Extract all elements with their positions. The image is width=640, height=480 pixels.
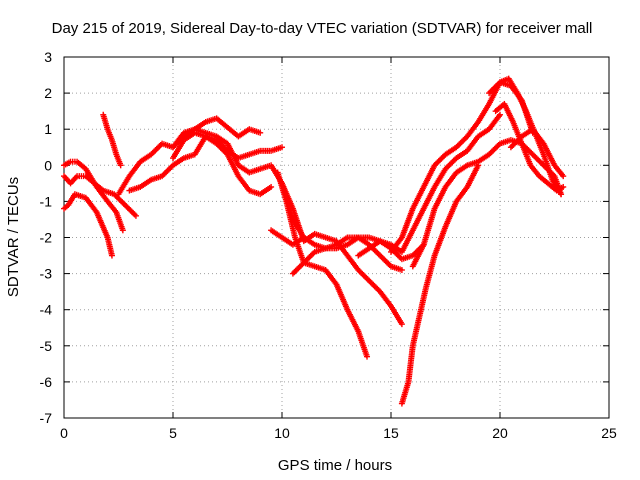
x-tick-label: 20 bbox=[492, 425, 508, 441]
series-track-1 bbox=[61, 191, 115, 259]
x-axis-ticks: 0 5 10 15 20 25 bbox=[60, 57, 617, 441]
x-tick-label: 0 bbox=[60, 425, 68, 441]
y-tick-label: 0 bbox=[44, 157, 52, 173]
y-tick-label: 2 bbox=[44, 85, 52, 101]
data-point bbox=[279, 144, 285, 151]
data-point bbox=[117, 162, 124, 169]
y-tick-label: -5 bbox=[40, 338, 53, 354]
y-tick-label: -7 bbox=[40, 410, 53, 426]
data-point bbox=[560, 173, 567, 180]
data-points bbox=[61, 75, 567, 407]
series-track-10 bbox=[274, 169, 371, 360]
y-tick-label: -4 bbox=[40, 302, 53, 318]
data-point bbox=[560, 183, 567, 190]
data-point bbox=[398, 321, 405, 328]
y-tick-label: -1 bbox=[40, 193, 53, 209]
y-axis-label: SDTVAR / TECUs bbox=[5, 177, 22, 297]
data-point bbox=[119, 227, 126, 234]
data-point bbox=[364, 353, 371, 360]
data-point bbox=[497, 111, 503, 118]
x-axis-label: GPS time / hours bbox=[278, 457, 392, 474]
series-track-17 bbox=[486, 75, 565, 198]
data-point bbox=[132, 212, 139, 219]
series-track-3 bbox=[61, 158, 126, 234]
grid bbox=[64, 57, 609, 418]
data-point bbox=[268, 183, 275, 190]
series-track-13 bbox=[355, 111, 503, 259]
series-track-18 bbox=[492, 100, 567, 194]
series-track-19 bbox=[507, 126, 567, 180]
data-point bbox=[558, 191, 565, 198]
data-point bbox=[257, 129, 264, 136]
x-tick-label: 25 bbox=[601, 425, 617, 441]
series-track-14 bbox=[398, 162, 482, 407]
y-tick-label: -6 bbox=[40, 374, 53, 390]
data-point bbox=[398, 266, 405, 273]
x-tick-label: 15 bbox=[383, 425, 399, 441]
series-track-11 bbox=[279, 180, 405, 328]
chart-title: Day 215 of 2019, Sidereal Day-to-day VTE… bbox=[52, 20, 593, 37]
y-tick-label: -3 bbox=[40, 266, 53, 282]
y-tick-label: -2 bbox=[40, 230, 53, 246]
series-track-7 bbox=[170, 129, 275, 198]
data-point bbox=[108, 252, 115, 259]
series-track-4 bbox=[100, 111, 124, 169]
y-tick-label: 3 bbox=[44, 49, 52, 65]
x-tick-label: 5 bbox=[169, 425, 177, 441]
y-tick-label: 1 bbox=[44, 121, 52, 137]
x-tick-label: 10 bbox=[274, 425, 290, 441]
